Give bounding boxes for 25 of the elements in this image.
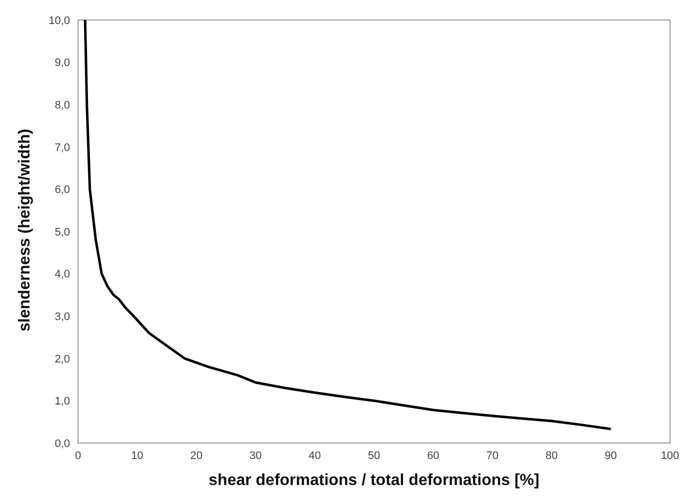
x-tick-label: 10 <box>131 450 144 462</box>
x-tick-label: 0 <box>74 450 82 462</box>
x-tick-label: 70 <box>486 450 499 462</box>
x-tick-label: 100 <box>660 450 680 462</box>
x-tick-label: 60 <box>427 450 440 462</box>
y-tick-label: 10,0 <box>48 14 70 27</box>
y-axis-title: slenderness (height/width) <box>16 128 34 332</box>
y-tick-label: 8,0 <box>54 100 70 112</box>
x-tick-label: 20 <box>190 450 203 462</box>
x-axis-title: shear deformations / total deformations [%] <box>208 472 540 489</box>
y-tick-label: 9,0 <box>54 57 70 70</box>
y-tick-label: 6,0 <box>54 184 70 196</box>
x-tick-label: 90 <box>604 450 617 462</box>
y-tick-label: 5,0 <box>54 226 70 238</box>
y-tick-label: 1,0 <box>54 396 70 408</box>
y-tick-label: 0,0 <box>54 438 70 450</box>
x-tick-label: 50 <box>368 450 380 462</box>
y-tick-label: 2,0 <box>54 353 70 366</box>
line-series <box>84 20 612 430</box>
y-tick-label: 3,0 <box>54 311 70 324</box>
x-tick-label: 40 <box>308 450 321 462</box>
y-tick-label: 7,0 <box>54 142 70 154</box>
x-tick-label: 30 <box>249 450 262 462</box>
x-tick-label: 80 <box>545 450 558 462</box>
y-tick-label: 4,0 <box>54 268 70 281</box>
